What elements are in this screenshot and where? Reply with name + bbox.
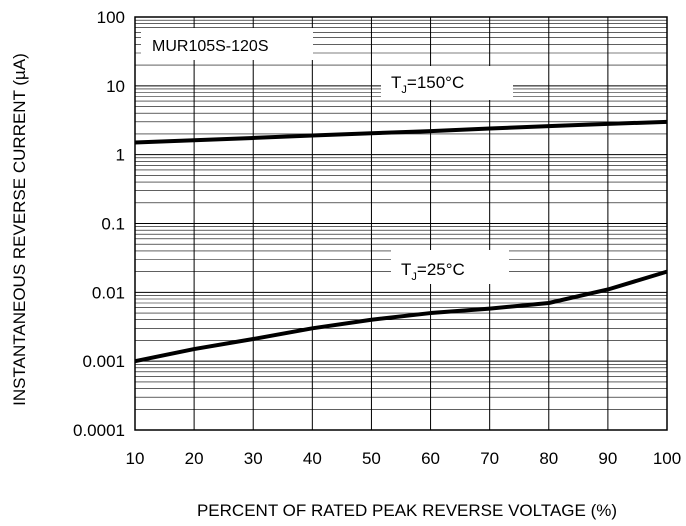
- y-tick-labels: 0.0001 0.001 0.01 0.1 1 10 100: [73, 8, 125, 440]
- chart-title: MUR105S-120S: [152, 38, 269, 55]
- series-label-1: TJ=150°C: [391, 73, 464, 96]
- x-tick-label: 100: [653, 449, 681, 468]
- x-tick-label: 10: [126, 449, 145, 468]
- series-label-box: [391, 250, 509, 284]
- x-tick-label: 40: [303, 449, 322, 468]
- y-tick-label: 0.001: [82, 352, 125, 371]
- y-tick-label: 10: [106, 77, 125, 96]
- series-line-1: [134, 119, 668, 145]
- y-tick-label: 1: [116, 146, 125, 165]
- plot-frame: [134, 16, 668, 431]
- y-axis-label: INSTANTANEOUS REVERSE CURRENT (µA): [10, 53, 29, 406]
- x-tick-label: 60: [421, 449, 440, 468]
- minor-grid: [135, 19, 667, 410]
- series-labels: MUR105S-120S TJ=150°C TJ=25°C: [141, 28, 513, 284]
- x-tick-label: 50: [362, 449, 381, 468]
- series-lines: [134, 119, 668, 364]
- y-tick-label: 100: [97, 8, 125, 27]
- x-tick-label: 90: [598, 449, 617, 468]
- x-tick-label: 20: [185, 449, 204, 468]
- title-box: [141, 28, 313, 60]
- series-label-box: [381, 66, 513, 100]
- y-tick-label: 0.1: [101, 215, 125, 234]
- series-label-2: TJ=25°C: [401, 260, 465, 283]
- x-axis-label: PERCENT OF RATED PEAK REVERSE VOLTAGE (%…: [197, 501, 617, 520]
- x-tick-label: 70: [480, 449, 499, 468]
- y-tick-label: 0.01: [92, 283, 125, 302]
- series-line-2: [134, 269, 668, 364]
- y-tick-label: 0.0001: [73, 421, 125, 440]
- x-tick-labels: 10 20 30 40 50 60 70 80 90 100: [126, 449, 682, 468]
- x-tick-label: 80: [539, 449, 558, 468]
- x-tick-label: 30: [244, 449, 263, 468]
